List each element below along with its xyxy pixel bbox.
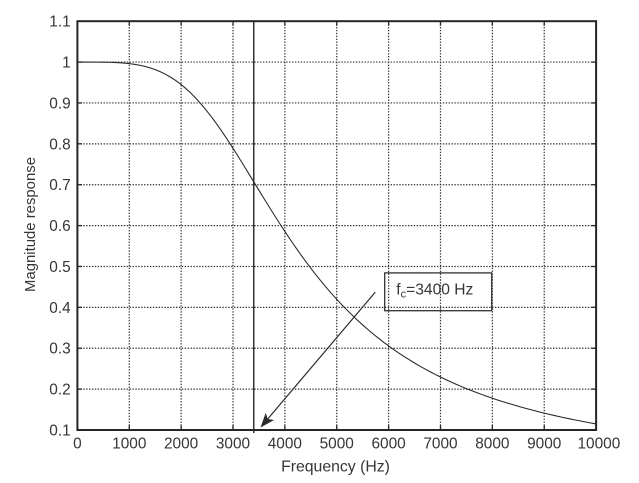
svg-text:Magnitude response: Magnitude response [23,157,39,292]
svg-text:9000: 9000 [527,435,561,452]
svg-text:0.5: 0.5 [49,259,70,276]
svg-text:7000: 7000 [423,435,457,452]
svg-text:5000: 5000 [320,435,354,452]
svg-text:4000: 4000 [268,435,302,452]
svg-text:0.3: 0.3 [49,341,70,358]
svg-text:0.9: 0.9 [49,95,70,112]
svg-text:1000: 1000 [112,435,146,452]
svg-text:fc=3400 Hz: fc=3400 Hz [396,281,473,300]
svg-text:0: 0 [73,435,82,452]
svg-text:10000: 10000 [577,435,620,452]
svg-text:8000: 8000 [475,435,509,452]
svg-text:0.4: 0.4 [49,300,71,317]
svg-text:0.2: 0.2 [49,382,70,399]
svg-text:0.6: 0.6 [49,218,70,235]
svg-text:1: 1 [62,55,71,72]
svg-text:0.1: 0.1 [49,423,70,440]
svg-text:0.8: 0.8 [49,136,70,153]
svg-text:1.1: 1.1 [49,14,70,31]
svg-text:Frequency (Hz): Frequency (Hz) [281,458,390,475]
svg-text:6000: 6000 [371,435,405,452]
svg-text:0.7: 0.7 [49,177,70,194]
svg-text:2000: 2000 [164,435,198,452]
svg-text:3000: 3000 [216,435,250,452]
